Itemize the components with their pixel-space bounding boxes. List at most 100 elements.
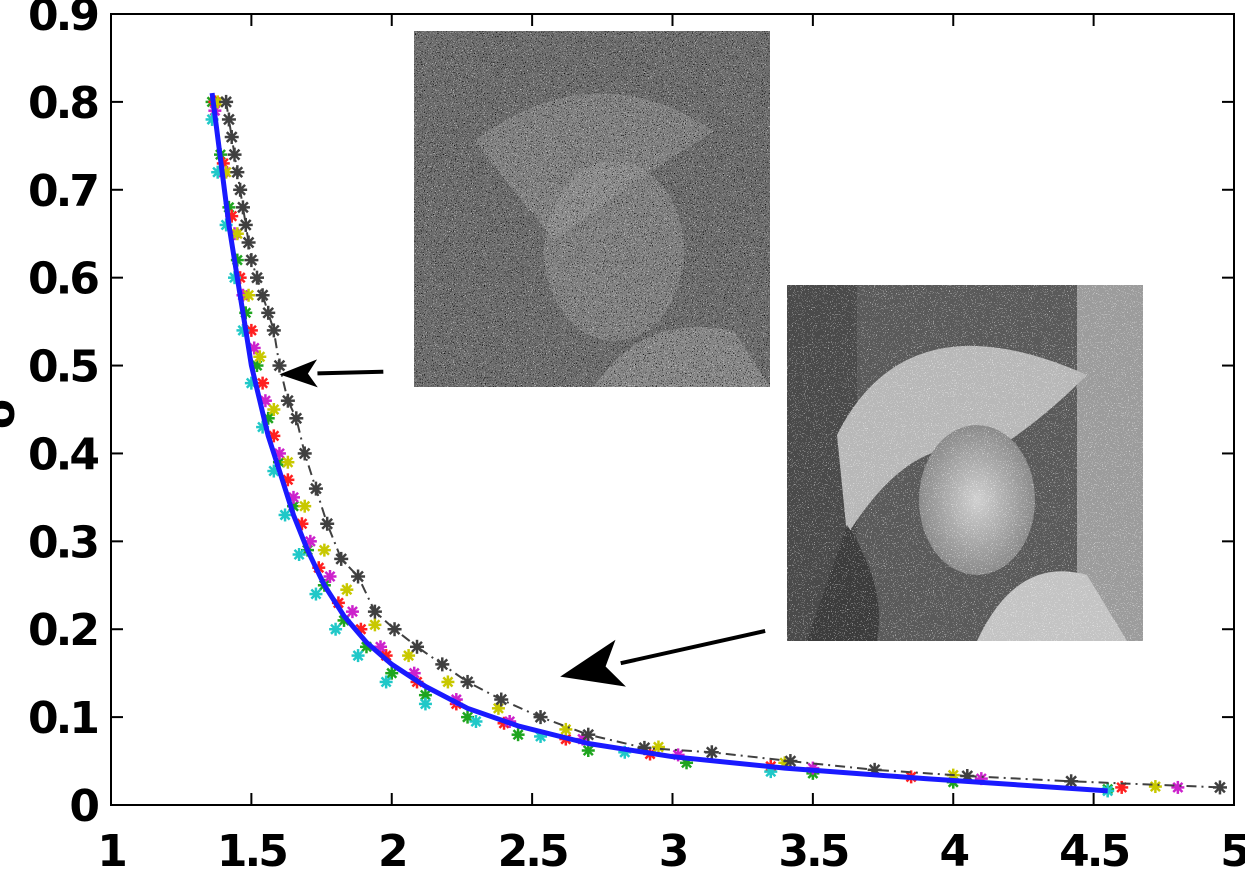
data-point <box>267 403 281 416</box>
very-noisy-image <box>414 31 770 387</box>
data-point <box>340 583 354 597</box>
series-3 <box>211 95 1162 794</box>
data-point <box>435 657 450 672</box>
x-tick-label: 2.5 <box>498 826 567 872</box>
y-tick-label: 0 <box>69 781 98 832</box>
data-point <box>441 675 455 689</box>
data-point <box>559 722 573 736</box>
data-point <box>581 744 595 758</box>
data-point <box>221 112 236 127</box>
data-point <box>238 217 253 232</box>
data-series <box>205 92 1227 798</box>
data-point <box>308 481 323 496</box>
y-tick-label: 0.3 <box>28 517 97 568</box>
data-point <box>469 715 483 729</box>
annotation-arrow <box>279 359 384 388</box>
series-4 <box>205 112 1115 798</box>
x-tick-label: 4 <box>939 826 968 872</box>
data-point <box>219 94 234 109</box>
data-point <box>298 499 312 513</box>
data-point <box>320 516 335 531</box>
data-point <box>387 622 402 637</box>
data-point <box>233 182 248 197</box>
axis-ticks: 1 1.5 2 2.5 3 3.5 4 4.5 5 0 0.1 0.2 0.3 0.4 0.5 0.6 0.7 0… <box>28 0 1245 872</box>
data-point <box>255 288 270 303</box>
y-tick-label: 0.1 <box>28 693 97 744</box>
data-point <box>278 508 292 522</box>
y-tick-label: 0.9 <box>28 0 97 41</box>
y-tick-label: 0.5 <box>28 342 97 393</box>
data-point <box>1171 780 1185 794</box>
data-point <box>533 710 548 725</box>
arrow-head <box>560 639 626 687</box>
data-point <box>280 393 295 408</box>
x-tick-label: 1.5 <box>217 826 286 872</box>
y-tick-label: 0.2 <box>28 605 97 656</box>
data-point <box>1064 774 1079 789</box>
data-point <box>224 130 239 145</box>
data-point <box>351 569 366 584</box>
y-tick-label: 0.6 <box>28 254 98 305</box>
y-axis-label: σ <box>0 395 25 429</box>
annotation-arrow <box>560 629 766 687</box>
data-point <box>256 376 270 390</box>
data-point <box>267 429 281 443</box>
data-point <box>460 674 475 689</box>
data-point <box>385 666 399 680</box>
y-tick-label: 0.4 <box>28 429 98 480</box>
data-point <box>704 745 719 760</box>
data-point <box>581 727 596 742</box>
data-point <box>410 639 425 654</box>
data-point <box>244 253 259 268</box>
data-point <box>281 455 295 469</box>
data-point <box>334 551 349 566</box>
data-point <box>261 305 276 320</box>
data-point <box>253 350 267 364</box>
data-point <box>329 622 343 636</box>
data-point <box>230 227 244 241</box>
data-point <box>345 605 359 619</box>
data-point <box>227 147 242 162</box>
data-point <box>351 649 365 663</box>
data-point <box>494 692 509 707</box>
data-point <box>272 358 287 373</box>
data-point <box>651 740 665 754</box>
series-line <box>209 92 1108 794</box>
series-5 <box>219 94 1227 795</box>
data-point <box>418 697 432 711</box>
series-6 <box>209 92 1108 794</box>
x-tick-label: 2 <box>378 826 406 872</box>
data-point <box>309 587 323 601</box>
data-point <box>266 323 281 338</box>
data-point <box>323 569 337 583</box>
data-point <box>367 604 382 619</box>
data-point <box>249 270 264 285</box>
data-point <box>292 548 306 562</box>
data-point <box>1212 780 1227 795</box>
arrow-head <box>279 359 318 388</box>
data-point <box>374 640 388 654</box>
data-point <box>379 675 393 689</box>
x-tick-label: 1 <box>97 826 125 872</box>
data-point <box>402 649 416 663</box>
x-tick-label: 4.5 <box>1059 826 1128 872</box>
noisy-portrait-image <box>787 285 1143 641</box>
data-point <box>230 165 245 180</box>
data-point <box>297 446 312 461</box>
data-point <box>317 543 331 557</box>
data-point <box>235 200 250 215</box>
annotation-arrows <box>279 359 766 687</box>
data-point <box>241 235 256 250</box>
data-point <box>368 618 382 632</box>
x-tick-label: 3 <box>659 826 687 872</box>
x-tick-label: 3.5 <box>778 826 847 872</box>
data-point <box>289 411 304 426</box>
y-tick-label: 0.8 <box>28 78 97 129</box>
data-point <box>242 288 256 302</box>
data-point <box>511 728 525 742</box>
x-tick-label: 5 <box>1220 826 1245 872</box>
data-point <box>1148 780 1162 794</box>
data-point <box>783 754 798 769</box>
inset-images <box>414 31 1143 641</box>
